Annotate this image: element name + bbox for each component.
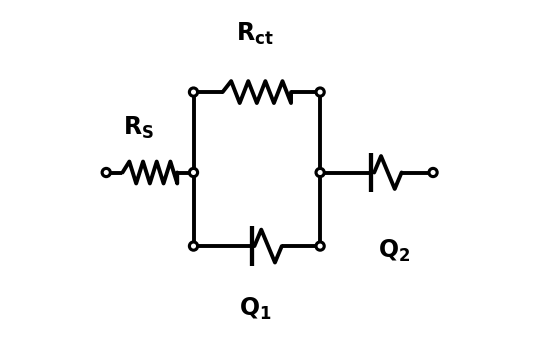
- Circle shape: [429, 168, 437, 177]
- Text: $\mathbf{Q_1}$: $\mathbf{Q_1}$: [239, 296, 272, 323]
- Circle shape: [189, 168, 197, 177]
- Circle shape: [189, 88, 197, 96]
- Text: $\mathbf{Q_2}$: $\mathbf{Q_2}$: [378, 238, 410, 264]
- Circle shape: [316, 168, 324, 177]
- Text: $\mathbf{R_{ct}}$: $\mathbf{R_{ct}}$: [236, 21, 274, 47]
- Circle shape: [102, 168, 110, 177]
- Circle shape: [316, 242, 324, 250]
- Circle shape: [189, 242, 197, 250]
- Text: $\mathbf{R_S}$: $\mathbf{R_S}$: [123, 115, 154, 141]
- Circle shape: [316, 88, 324, 96]
